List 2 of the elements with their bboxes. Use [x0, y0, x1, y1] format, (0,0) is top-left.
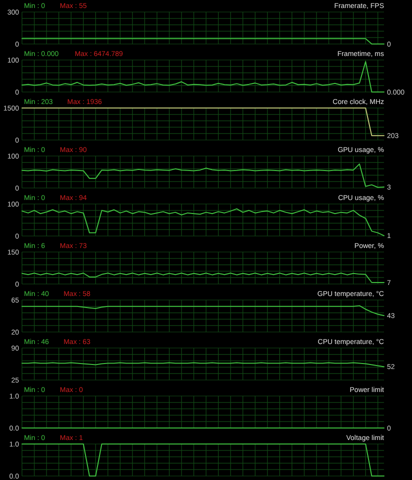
line-series	[22, 61, 384, 92]
line-series	[22, 305, 384, 316]
